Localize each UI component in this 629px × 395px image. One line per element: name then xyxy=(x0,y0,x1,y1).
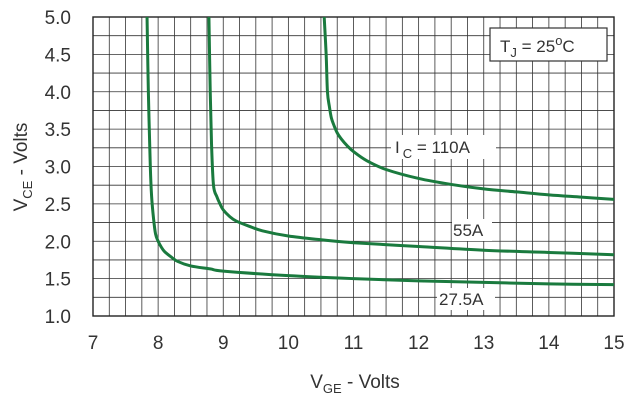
plot-frame xyxy=(92,16,615,317)
y-tick-label: 4.0 xyxy=(45,83,71,104)
condition-label: TJ = 25oC xyxy=(500,33,575,60)
plot-border xyxy=(92,16,615,317)
series-line-1 xyxy=(322,16,615,201)
x-tick-label: 14 xyxy=(538,333,560,354)
y-tick-label: 3.0 xyxy=(45,158,71,179)
series-layer xyxy=(145,16,615,287)
x-tick-label: 11 xyxy=(344,333,364,354)
series-line-3 xyxy=(145,16,615,287)
tick-labels: 7 8 9 10 11 12 13 14 15 1.0 1.5 2.0 2.5 3.0 3.5 4.0 4.5 5… xyxy=(45,8,625,354)
x-tick-label: 13 xyxy=(473,333,494,354)
y-tick-label: 3.5 xyxy=(45,120,71,141)
x-tick-label: 8 xyxy=(153,333,164,354)
x-tick-label: 15 xyxy=(603,333,624,354)
y-tick-label: 1.0 xyxy=(45,307,71,328)
x-tick-label: 10 xyxy=(278,333,299,354)
series-label-27-5a: 27.5A xyxy=(439,290,484,309)
y-tick-label: 2.0 xyxy=(45,232,71,253)
y-tick-label: 4.5 xyxy=(45,45,71,66)
x-tick-label: 9 xyxy=(218,333,229,354)
y-tick-label: 5.0 xyxy=(45,8,71,29)
x-tick-label: 7 xyxy=(88,333,99,354)
condition-box: TJ = 25oC xyxy=(489,27,608,62)
condition-box-border xyxy=(489,27,608,62)
series-label-bg-110a xyxy=(391,135,496,159)
grid xyxy=(92,16,615,317)
y-axis-label: VCE - Volts xyxy=(11,123,35,212)
series-line-2 xyxy=(207,16,615,257)
y-tick-label: 1.5 xyxy=(45,270,71,291)
series-label-bg-55a xyxy=(452,219,492,241)
series-label-bg-27-5a xyxy=(437,288,495,310)
series-label-55a: 55A xyxy=(453,221,484,240)
x-tick-label: 12 xyxy=(408,333,429,354)
x-axis-label: VGE - Volts xyxy=(310,372,400,395)
y-tick-label: 2.5 xyxy=(45,195,71,216)
